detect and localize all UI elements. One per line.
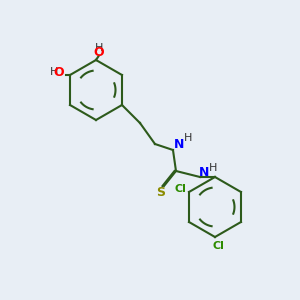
Text: S: S [157, 185, 166, 199]
Text: Cl: Cl [174, 184, 186, 194]
Text: O: O [53, 65, 64, 79]
Text: H: H [50, 67, 58, 77]
Text: H: H [184, 133, 192, 143]
Text: H: H [95, 43, 103, 53]
Text: N: N [199, 166, 210, 179]
Text: N: N [174, 137, 184, 151]
Text: O: O [94, 46, 104, 59]
Text: H: H [209, 163, 218, 173]
Text: Cl: Cl [212, 241, 224, 251]
